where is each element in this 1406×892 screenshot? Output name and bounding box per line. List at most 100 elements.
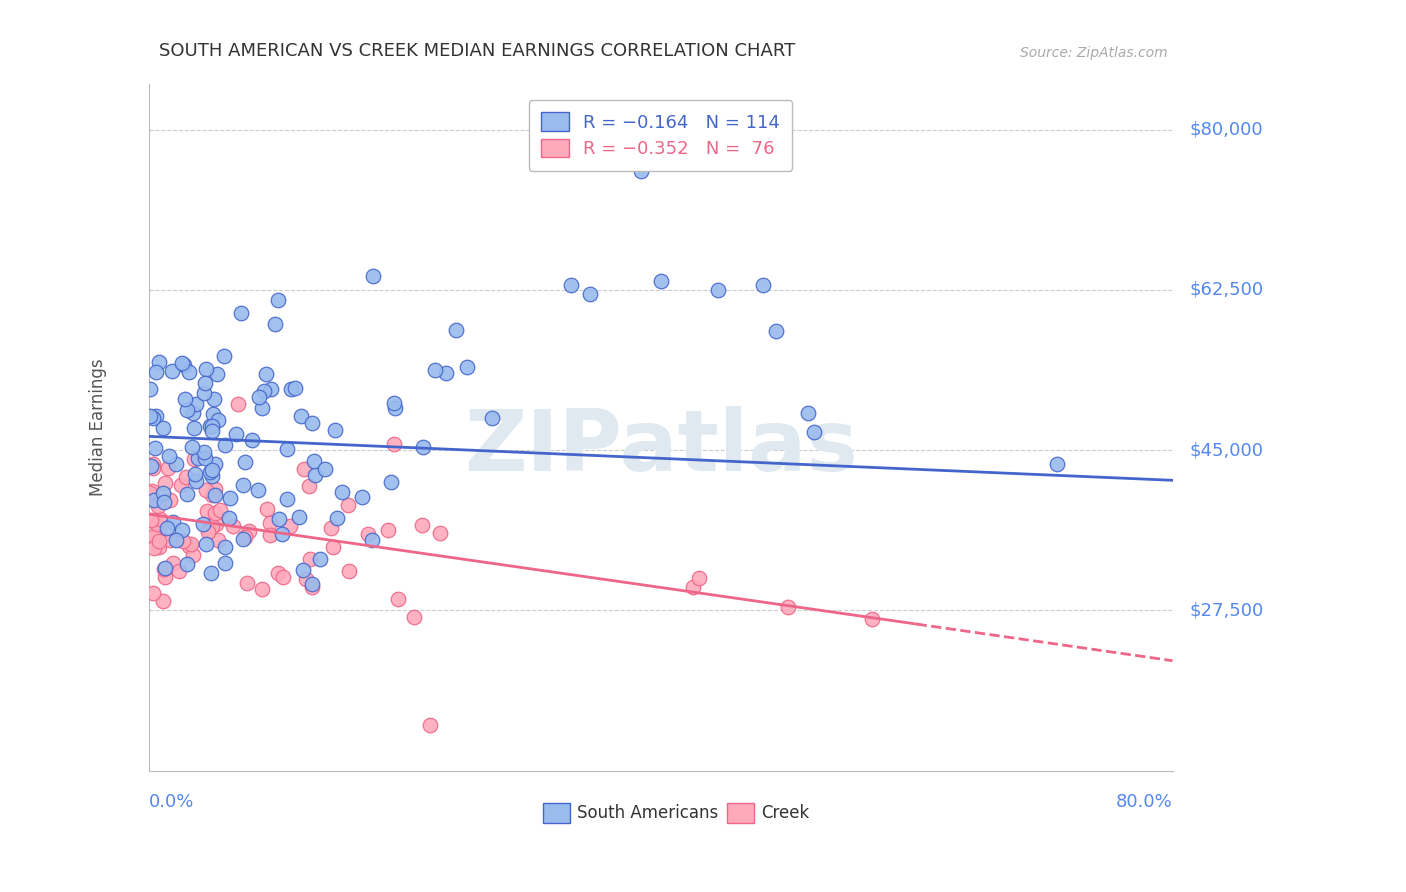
Point: [301, 577, 323, 591]
Point: [797, 407, 820, 421]
Point: [803, 425, 825, 439]
Point: [357, 526, 380, 541]
Point: [778, 599, 800, 614]
Point: [233, 531, 256, 545]
Point: [157, 449, 180, 463]
Point: [256, 502, 278, 516]
Point: [250, 401, 273, 415]
Point: [139, 382, 162, 396]
Point: [222, 519, 245, 533]
Point: [267, 293, 290, 308]
Point: [162, 364, 184, 378]
Point: [259, 516, 281, 530]
Point: [194, 362, 217, 376]
Point: [292, 462, 315, 476]
Point: [183, 452, 205, 467]
Point: [146, 516, 169, 531]
Point: [650, 274, 672, 288]
Point: [142, 457, 165, 471]
Point: [404, 610, 426, 624]
Point: [284, 382, 307, 396]
Point: [419, 718, 441, 732]
Point: [177, 540, 200, 554]
Point: [253, 384, 276, 398]
Point: [162, 515, 184, 529]
Point: [165, 533, 187, 548]
Text: 80.0%: 80.0%: [1116, 794, 1173, 812]
Point: [214, 349, 236, 363]
Point: [326, 511, 349, 525]
Point: [156, 521, 179, 535]
Point: [260, 383, 283, 397]
Point: [361, 533, 384, 547]
Point: [254, 367, 277, 381]
Point: [429, 525, 451, 540]
Point: [560, 278, 582, 293]
Point: [145, 365, 167, 379]
Point: [235, 576, 257, 591]
Point: [204, 457, 226, 471]
Point: [176, 402, 198, 417]
Point: [172, 534, 194, 549]
Point: [148, 524, 170, 539]
Point: [176, 487, 198, 501]
Point: [630, 163, 652, 178]
Point: [280, 382, 302, 396]
Point: [250, 582, 273, 596]
Point: [202, 407, 225, 421]
Point: [197, 521, 219, 535]
Point: [765, 324, 787, 338]
Point: [142, 585, 165, 599]
Text: SOUTH AMERICAN VS CREEK MEDIAN EARNINGS CORRELATION CHART: SOUTH AMERICAN VS CREEK MEDIAN EARNINGS …: [159, 42, 796, 60]
Point: [183, 406, 205, 420]
Point: [146, 529, 169, 543]
Point: [194, 537, 217, 551]
Point: [322, 540, 344, 554]
Point: [139, 485, 162, 500]
Point: [176, 469, 198, 483]
Point: [142, 461, 165, 475]
Point: [204, 488, 226, 502]
Point: [139, 409, 162, 423]
Point: [153, 562, 176, 576]
Point: [218, 511, 240, 525]
Point: [152, 485, 174, 500]
Point: [149, 512, 172, 526]
Point: [232, 478, 254, 492]
Point: [298, 479, 321, 493]
Point: [219, 491, 242, 505]
Point: [752, 278, 775, 293]
Point: [287, 509, 309, 524]
Point: [384, 401, 406, 415]
Point: [707, 283, 730, 297]
Point: [152, 421, 174, 435]
Point: [271, 570, 294, 584]
Point: [153, 569, 176, 583]
Point: [456, 360, 478, 375]
Point: [276, 442, 298, 456]
Point: [301, 416, 323, 430]
Point: [204, 483, 226, 497]
Point: [143, 442, 166, 456]
Point: [159, 533, 181, 547]
Point: [240, 433, 263, 447]
Point: [425, 363, 447, 377]
Point: [180, 537, 202, 551]
Point: [434, 366, 457, 380]
Point: [201, 424, 224, 438]
Point: [141, 484, 163, 499]
Legend: R = −0.164   N = 114, R = −0.352   N =  76: R = −0.164 N = 114, R = −0.352 N = 76: [529, 100, 793, 171]
Point: [295, 572, 318, 586]
Point: [247, 483, 270, 497]
Point: [148, 541, 170, 555]
Point: [860, 613, 883, 627]
Point: [187, 451, 209, 466]
Point: [444, 322, 467, 336]
FancyBboxPatch shape: [543, 803, 569, 823]
Point: [167, 564, 190, 578]
Point: [200, 419, 222, 434]
Text: $62,500: $62,500: [1189, 281, 1263, 299]
Point: [173, 359, 195, 373]
Point: [169, 477, 191, 491]
Point: [152, 593, 174, 607]
